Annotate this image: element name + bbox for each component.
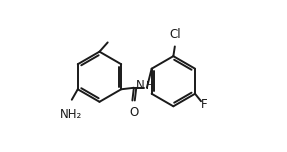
Text: Cl: Cl: [169, 28, 181, 41]
Text: F: F: [201, 98, 208, 111]
Text: O: O: [129, 106, 138, 119]
Text: H: H: [146, 81, 153, 91]
Text: N: N: [136, 79, 145, 93]
Text: NH₂: NH₂: [60, 108, 82, 121]
